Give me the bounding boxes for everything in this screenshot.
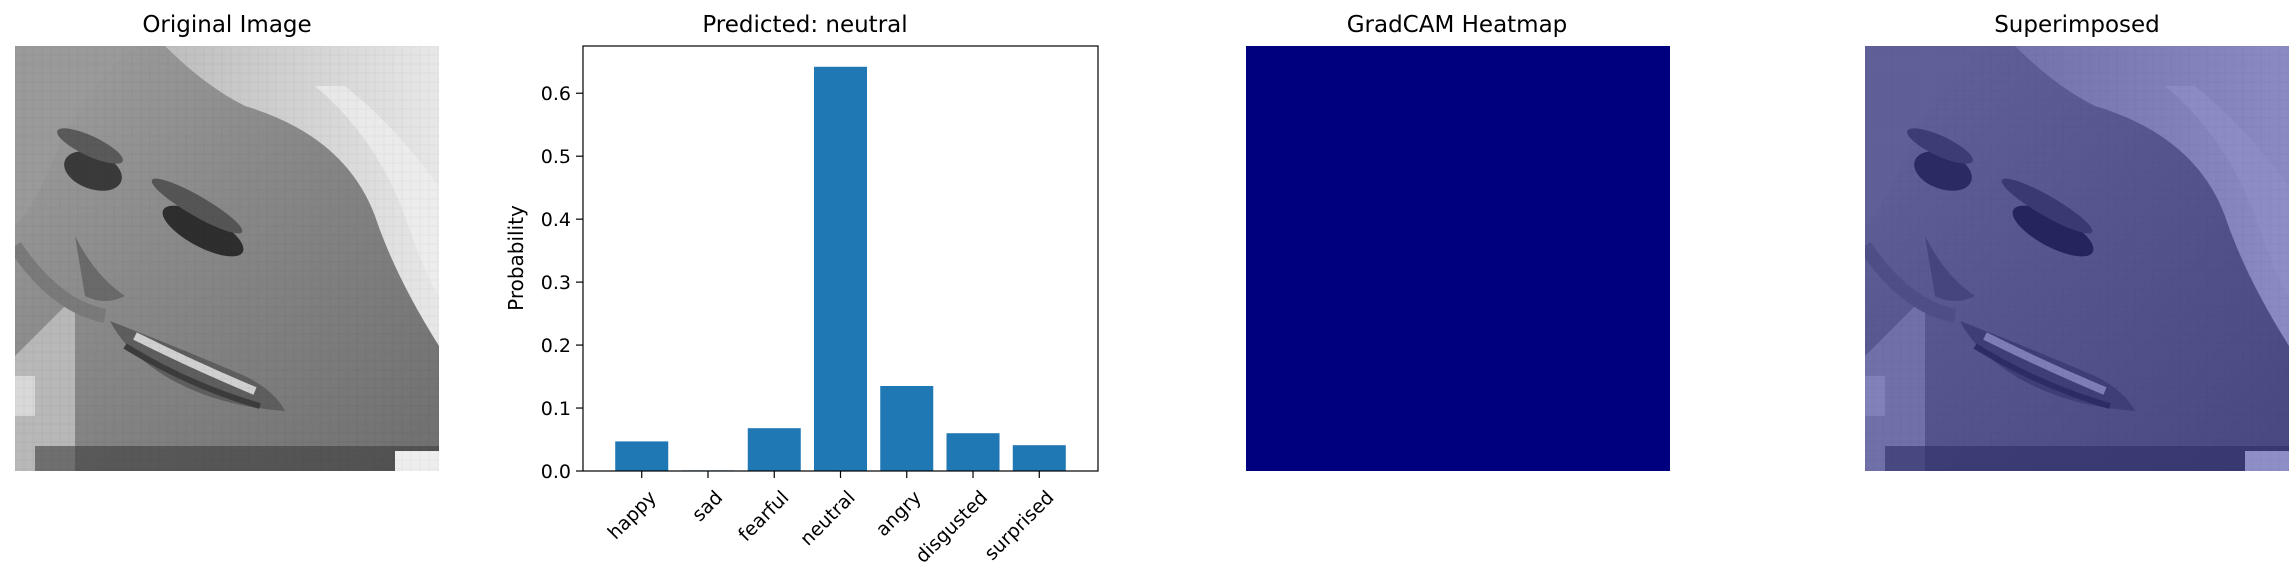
- y-tick-label: 0.1: [541, 398, 571, 420]
- bar-happy: [615, 441, 669, 471]
- y-tick-label: 0.5: [541, 146, 571, 168]
- x-tick-label-happy: happy: [604, 487, 661, 544]
- y-tick-label: 0.2: [541, 335, 571, 357]
- gradcam-heatmap-image: [1246, 46, 1670, 471]
- bar-disgusted: [946, 433, 1000, 471]
- x-tick-label-disgusted: disgusted: [911, 487, 992, 568]
- bar-fearful: [747, 428, 801, 471]
- bar-neutral: [814, 66, 868, 471]
- panel-original-image: Original Image: [15, 12, 439, 471]
- chart-title: Predicted: neutral: [702, 12, 907, 38]
- y-tick-label: 0.6: [541, 83, 571, 105]
- y-ticks-layer: 0.0 0.1 0.2 0.3 0.4 0.5 0.6: [541, 83, 583, 483]
- x-ticks-layer: happy sad fearful neutral angrydisgustedsurp…: [604, 471, 1058, 568]
- bars-layer: [615, 66, 1066, 471]
- panel-gradcam-heatmap: GradCAM Heatmap: [1246, 12, 1670, 471]
- chart-axes-frame: [582, 45, 1099, 472]
- y-tick-label: 0.4: [541, 209, 571, 231]
- panel-title-original: Original Image: [142, 12, 311, 38]
- panel-title-superimposed: Superimposed: [1994, 12, 2160, 38]
- y-tick-label: 0.0: [541, 461, 571, 483]
- y-axis-label: Probability: [504, 205, 528, 311]
- x-tick-label-neutral: neutral: [796, 487, 860, 551]
- x-tick-label-sad: sad: [688, 487, 727, 526]
- x-tick-label-fearful: fearful: [734, 487, 793, 546]
- panel-title-heatmap: GradCAM Heatmap: [1347, 12, 1568, 38]
- original-face-image: [15, 46, 439, 471]
- x-tick-label-angry: angry: [872, 487, 926, 541]
- bar-angry: [880, 386, 934, 471]
- bar-surprised: [1012, 445, 1066, 471]
- superimposed-image: [1865, 46, 2289, 471]
- y-tick-label: 0.3: [541, 272, 571, 294]
- x-tick-label-surprised: surprised: [980, 487, 1058, 565]
- panel-superimposed: Superimposed: [1865, 12, 2289, 471]
- prediction-bar-chart: Predicted: neutral 0.0 0.1 0.2 0.3 0.4 0.5 0.6…: [504, 12, 1099, 568]
